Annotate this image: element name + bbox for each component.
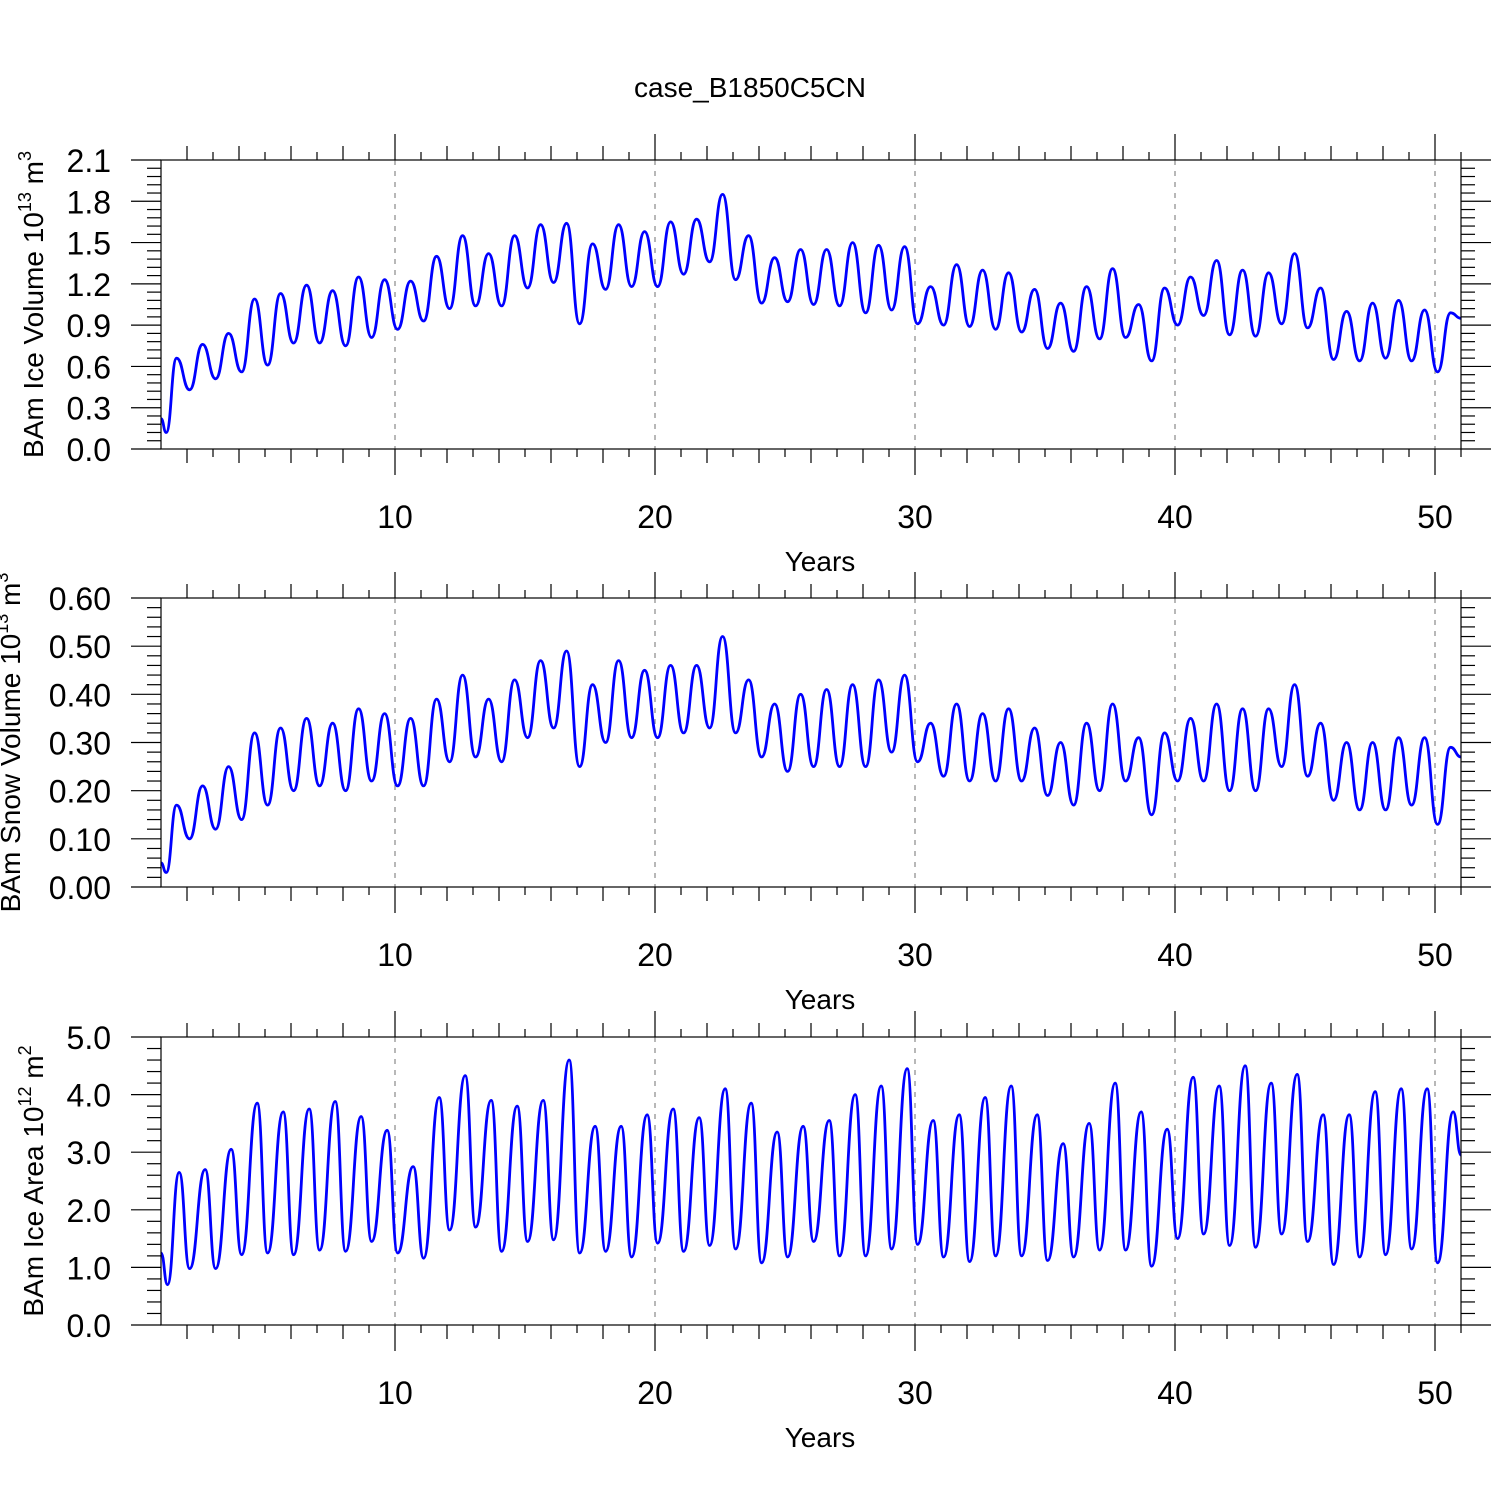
y-tick-label: 0.00 [49,870,111,906]
panel-2: 10 20 30 40 50 Years 0.00 0.10 0.20 0.30 0.40 0.50 0… [0,572,1491,1015]
series-line-2 [160,635,1462,874]
x-tick-label: 50 [1417,937,1453,973]
x-tick-label: 20 [637,937,673,973]
x-tick-label: 30 [897,937,933,973]
x-axis-label: Years [785,1422,856,1453]
y-tick-label: 1.5 [67,226,111,262]
x-axis-label: Years [785,984,856,1015]
y-tick-label: 0.40 [49,677,111,713]
y-tick-label: 0.20 [49,774,111,810]
x-axis-label: Years [785,546,856,577]
y-tick-label: 0.0 [67,1308,111,1344]
y-tick-label: 5.0 [67,1020,111,1056]
x-tick-label: 40 [1157,1375,1193,1411]
panels: 10 20 30 40 50 Years 0.0 0.3 0.6 0.9 1.2 1.5 1.8 2.1 B… [0,134,1491,1453]
y-tick-label: 0.10 [49,822,111,858]
series-line-1 [160,193,1462,434]
x-tick-label: 40 [1157,499,1193,535]
plot-frame [160,1036,1462,1326]
y-tick-label: 0.0 [67,432,111,468]
y-axis-label: BAm Ice Area 1012 m2 [15,1045,49,1316]
x-tick-label: 10 [377,499,413,535]
x-tick-label: 50 [1417,499,1453,535]
y-axis-label: BAm Snow Volume 1013 m3 [0,573,26,913]
y-tick-label: 4.0 [67,1078,111,1114]
x-tick-label: 10 [377,937,413,973]
y-tick-label: 1.0 [67,1250,111,1286]
y-tick-label: 0.9 [67,308,111,344]
y-tick-label: 1.8 [67,184,111,220]
x-tick-label: 20 [637,1375,673,1411]
x-tick-label: 30 [897,1375,933,1411]
panel-1: 10 20 30 40 50 Years 0.0 0.3 0.6 0.9 1.2 1.5 1.8 2.1 B… [15,134,1491,577]
x-tick-label: 20 [637,499,673,535]
y-tick-label: 3.0 [67,1135,111,1171]
y-axis-label: BAm Ice Volume 1013 m3 [15,151,49,458]
x-tick-label: 30 [897,499,933,535]
panel-3: 10 20 30 40 50 Years 0.0 1.0 2.0 3.0 4.0 5.0 BAm Ice… [15,1011,1491,1453]
plot-frame [160,597,1462,888]
y-tick-label: 0.3 [67,391,111,427]
y-tick-label: 0.30 [49,726,111,762]
y-tick-label: 2.1 [67,143,111,179]
y-tick-label: 0.50 [49,629,111,665]
x-tick-label: 10 [377,1375,413,1411]
x-tick-label: 50 [1417,1375,1453,1411]
y-tick-label: 0.6 [67,349,111,385]
plot-frame [160,159,1462,450]
y-tick-label: 1.2 [67,267,111,303]
x-tick-label: 40 [1157,937,1193,973]
y-tick-label: 0.60 [49,581,111,617]
figure-title: case_B1850C5CN [634,72,866,103]
series-line-3 [159,1058,1463,1287]
y-tick-label: 2.0 [67,1193,111,1229]
